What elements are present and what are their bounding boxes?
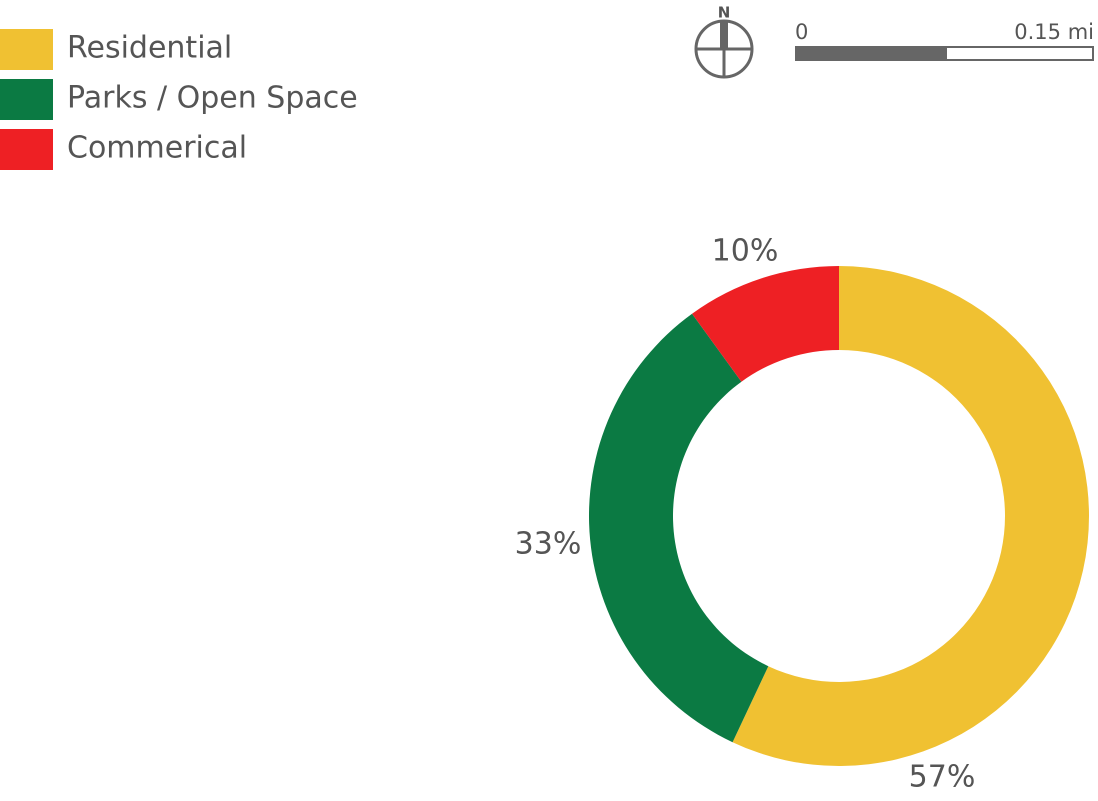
legend-swatch xyxy=(0,79,53,120)
donut-segment xyxy=(732,266,1090,767)
value-label: 33% xyxy=(515,527,582,562)
scale-bar-dark xyxy=(795,46,946,61)
donut-segment xyxy=(692,266,839,382)
scale-bar-light xyxy=(945,46,1094,61)
legend-swatch xyxy=(0,29,53,70)
legend-text: Residential xyxy=(67,31,232,66)
value-label: 57% xyxy=(909,760,976,795)
legend-swatch xyxy=(0,129,53,170)
legend-text: Commerical xyxy=(67,131,247,166)
scale-bar: 0 0.15 mi xyxy=(795,20,1094,61)
north-label: N xyxy=(718,4,731,22)
legend-text: Parks / Open Space xyxy=(67,81,358,116)
donut-segment xyxy=(588,313,769,743)
value-label: 10% xyxy=(712,234,779,269)
north-arrow: N xyxy=(694,4,754,79)
scale-label: 0.15 mi xyxy=(1014,20,1094,44)
compass-needle xyxy=(720,21,728,49)
scale-label: 0 xyxy=(795,20,808,44)
